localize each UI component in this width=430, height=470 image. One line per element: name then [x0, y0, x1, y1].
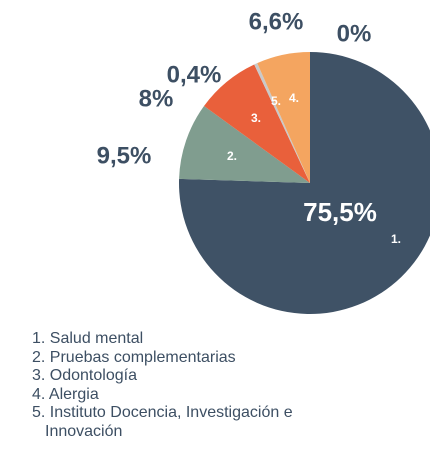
pie-slice — [179, 106, 310, 183]
value-label: 75,5% — [303, 197, 377, 227]
value-label: 8% — [139, 85, 174, 112]
slice-label: 3. — [251, 111, 261, 125]
chart: 75,5% 1. 9,5% 2. 8% 3. 0,4% 5. 6,6% 4. 0% — [97, 8, 430, 314]
pie-slice — [254, 63, 310, 183]
slice-label: 5. — [271, 94, 281, 108]
value-label: 0,4% — [167, 61, 222, 88]
value-label: 0% — [337, 20, 372, 47]
value-label: 6,6% — [249, 8, 304, 35]
pie-slice — [204, 64, 310, 183]
legend-item: 1. Salud mental — [32, 330, 144, 347]
legend-item: 4. Alergia — [32, 385, 99, 403]
slice-label: 1. — [391, 232, 401, 246]
slice-label: 4. — [289, 91, 299, 105]
value-label: 9,5% — [97, 142, 152, 169]
pie-slice — [179, 52, 430, 314]
slice-label: 2. — [227, 149, 237, 163]
legend-item: 3. Odontología — [32, 367, 137, 384]
pie-slice — [257, 52, 310, 183]
legend-item: 5. Instituto Docencia, Investigación e I… — [32, 404, 293, 440]
legend: 1. Salud mental 2. Pruebas complementaria… — [32, 330, 352, 441]
legend-item: 2. Pruebas complementarias — [32, 348, 236, 366]
